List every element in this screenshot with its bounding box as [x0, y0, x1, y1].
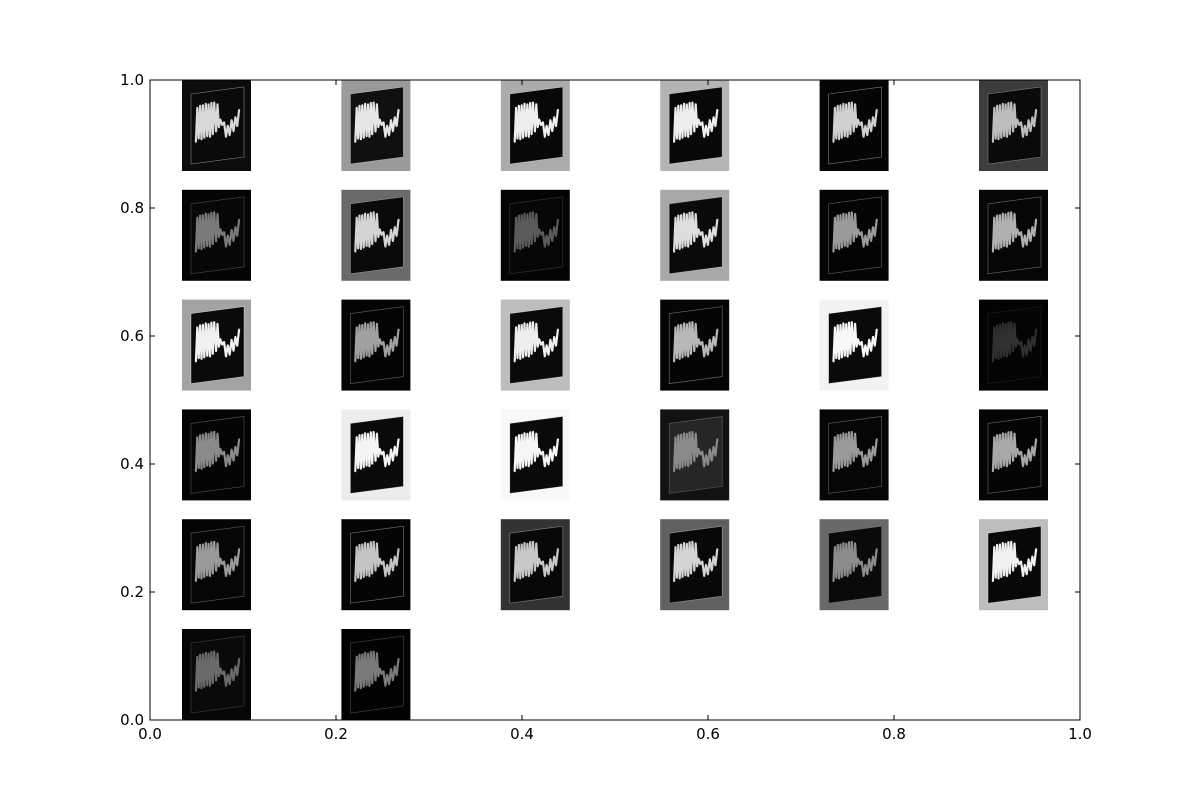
tile-trace — [832, 101, 878, 143]
tile-trace — [354, 211, 400, 253]
tile-trace — [513, 540, 560, 583]
image-tile — [819, 189, 889, 281]
tile-trace — [513, 321, 560, 363]
image-tile — [341, 80, 411, 171]
tile-trace — [672, 321, 719, 363]
image-tile — [819, 299, 889, 391]
image-tile — [660, 80, 730, 171]
image-tile — [819, 80, 889, 171]
tile-trace — [354, 540, 400, 583]
y-tick-label: 1.0 — [120, 71, 144, 89]
tile-trace — [194, 650, 241, 692]
tile-trace — [832, 321, 878, 363]
image-tile — [341, 519, 411, 611]
image-tile — [819, 409, 889, 501]
image-tile — [182, 299, 251, 391]
tile-trace — [194, 211, 241, 253]
y-tick-label: 0.4 — [120, 455, 144, 473]
tile-trace — [832, 540, 878, 583]
image-tile — [660, 409, 730, 501]
tile-trace — [991, 430, 1038, 473]
image-tile — [341, 629, 411, 720]
axes-frame — [149, 79, 1081, 721]
tile-trace — [672, 211, 719, 253]
tile-trace — [194, 430, 241, 473]
x-tick-label: 0.4 — [510, 725, 534, 743]
image-tile — [341, 189, 411, 281]
tile-trace — [513, 101, 560, 143]
tile-trace — [194, 540, 241, 583]
image-tile — [500, 299, 570, 391]
image-tile — [341, 409, 411, 501]
tile-trace — [991, 540, 1038, 583]
image-tile — [979, 519, 1048, 611]
y-tick-label: 0.0 — [120, 711, 144, 729]
image-tile — [182, 629, 251, 720]
image-tile — [979, 189, 1048, 281]
image-tile — [660, 189, 730, 281]
image-tile — [660, 519, 730, 611]
image-tiles — [182, 80, 1048, 720]
tile-trace — [354, 650, 400, 692]
image-tile — [182, 519, 251, 611]
x-tick-label: 0.2 — [324, 725, 348, 743]
tile-trace — [672, 540, 719, 583]
image-tile — [979, 409, 1048, 501]
y-tick-label: 0.8 — [120, 199, 144, 217]
image-tile — [500, 189, 570, 281]
x-tick-label: 1.0 — [1068, 725, 1092, 743]
tile-trace — [354, 321, 400, 363]
image-tile — [182, 80, 251, 171]
image-tile — [341, 299, 411, 391]
image-tile — [182, 189, 251, 281]
tile-trace — [354, 430, 400, 473]
tile-trace — [672, 101, 719, 143]
image-tile — [500, 409, 570, 501]
tile-trace — [194, 321, 241, 363]
tile-trace — [194, 101, 241, 143]
image-tile — [660, 299, 730, 391]
tile-trace — [832, 430, 878, 473]
tile-trace — [672, 430, 719, 473]
tile-trace — [991, 101, 1038, 143]
image-tile — [500, 80, 570, 171]
image-tile — [182, 409, 251, 501]
image-tile — [500, 519, 570, 611]
tile-trace — [832, 211, 878, 253]
axis-ticks — [149, 79, 1081, 721]
x-tick-label: 0.0 — [138, 725, 162, 743]
axis-tick-labels: 0.0 0.2 0.4 0.6 0.8 1.0 0.0 0.2 0.4 0.6 0.8 1.0 — [120, 71, 1092, 743]
image-tile — [979, 299, 1048, 391]
image-tile — [979, 80, 1048, 171]
x-tick-label: 0.6 — [696, 725, 720, 743]
tile-trace — [513, 430, 560, 473]
tile-trace — [991, 211, 1038, 253]
tile-trace — [513, 211, 560, 253]
tile-trace — [991, 321, 1038, 363]
image-tile — [819, 519, 889, 611]
x-tick-label: 0.8 — [882, 725, 906, 743]
y-tick-label: 0.6 — [120, 327, 144, 345]
tile-trace — [354, 101, 400, 143]
y-tick-label: 0.2 — [120, 583, 144, 601]
